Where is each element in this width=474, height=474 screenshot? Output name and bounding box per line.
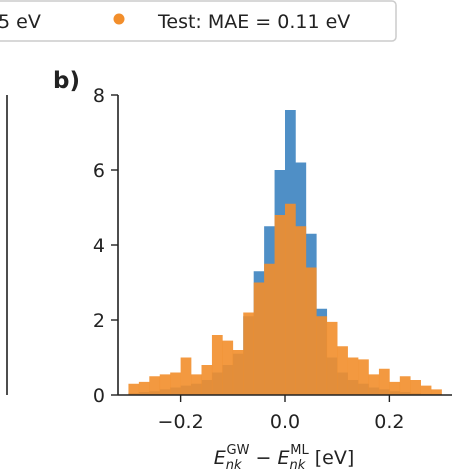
- test-histogram-bar: [211, 335, 223, 395]
- test-histogram-bar: [191, 374, 202, 395]
- test-histogram-bar: [305, 267, 317, 395]
- legend: 5 eV Test: MAE = 0.11 eV: [0, 0, 397, 42]
- x-axis-label: EnkGW − EnkML [eV]: [214, 443, 355, 473]
- y-ticks: 0 2 4 6 8: [93, 85, 118, 407]
- y-tick-label: 2: [93, 310, 105, 332]
- test-histogram-bar: [410, 380, 421, 395]
- test-histogram-bar: [326, 321, 338, 395]
- test-histogram-bar: [128, 383, 140, 395]
- test-histogram-bar: [201, 365, 213, 395]
- legend-test-marker: [113, 13, 125, 25]
- test-bars: [128, 203, 442, 395]
- legend-frame: [0, 0, 397, 42]
- test-histogram-bar: [399, 376, 411, 395]
- test-histogram-bar: [138, 381, 150, 395]
- y-tick-label: 4: [93, 235, 105, 257]
- test-histogram-bar: [243, 312, 254, 395]
- y-tick-label: 6: [93, 160, 105, 182]
- test-histogram-bar: [295, 226, 307, 395]
- y-tick-label: 8: [93, 85, 105, 107]
- test-histogram-bar: [222, 340, 234, 395]
- test-histogram-bar: [368, 374, 380, 395]
- test-histogram-bar: [285, 203, 296, 395]
- test-histogram-bar: [180, 357, 192, 395]
- test-histogram-bar: [420, 385, 432, 395]
- test-histogram-bar: [253, 282, 265, 395]
- x-ticks: −0.2 0.0 0.2: [158, 395, 404, 433]
- test-histogram-bar: [149, 376, 161, 395]
- test-histogram-bar: [431, 389, 442, 395]
- x-tick-label: −0.2: [158, 411, 204, 433]
- test-histogram-bar: [232, 350, 244, 395]
- test-histogram-bar: [274, 215, 286, 395]
- panel-label: b): [53, 68, 80, 94]
- test-histogram-bar: [316, 316, 328, 395]
- y-tick-label: 0: [93, 385, 105, 407]
- test-histogram-bar: [159, 374, 171, 395]
- x-tick-label: 0.2: [374, 411, 404, 433]
- legend-test-label: Test: MAE = 0.11 eV: [157, 11, 350, 33]
- legend-train-fragment: 5 eV: [0, 11, 41, 33]
- x-tick-label: 0.0: [270, 411, 300, 433]
- test-histogram-bar: [264, 263, 275, 395]
- test-histogram-bar: [358, 359, 369, 395]
- test-histogram-bar: [389, 381, 401, 395]
- test-histogram-bar: [347, 357, 359, 395]
- test-histogram-bar: [170, 372, 181, 395]
- test-histogram-bar: [337, 346, 348, 395]
- test-histogram-bar: [378, 368, 390, 395]
